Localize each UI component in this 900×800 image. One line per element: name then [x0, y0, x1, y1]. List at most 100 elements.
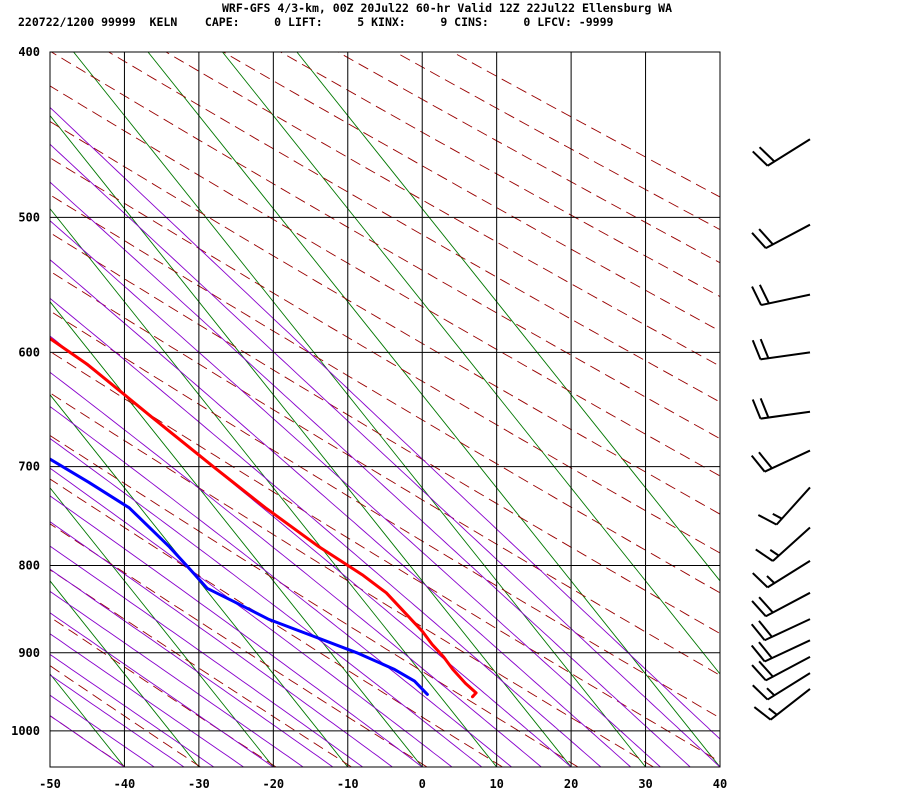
wind-barb-half-feather [772, 512, 783, 520]
moist-adiabat [50, 653, 215, 767]
dry-adiabat [50, 665, 201, 767]
skew-t-chart: 400 500 600 700 800 900 1000 -50 -40 -30 -20 -10 0 10… [11, 45, 727, 791]
skewed-isotherm [50, 487, 274, 767]
wind-barb-feather [751, 232, 767, 249]
wind-barb-feather [755, 548, 774, 562]
plot-frame [49, 51, 721, 768]
moist-adiabat [50, 181, 691, 767]
wind-barb-feather [750, 623, 766, 641]
skewed-isotherm [50, 394, 349, 767]
wind-barb-staff [760, 351, 811, 361]
wind-barb-half-feather [769, 549, 780, 557]
wind-barb-staff [775, 486, 811, 526]
sounding-info-line: 220722/1200 99999 KELN CAPE: 0 LIFT: 5 K… [18, 15, 614, 29]
wind-barb [750, 618, 811, 642]
skewed-isotherm [222, 52, 720, 675]
dry-adiabat [50, 523, 428, 767]
moist-adiabat [50, 545, 363, 767]
temperature-tick-label: -50 [39, 777, 61, 791]
dry-adiabat [337, 52, 720, 264]
skewed-isotherm [50, 207, 498, 767]
wind-barb [755, 526, 811, 562]
dry-adiabat [452, 52, 720, 198]
wind-barb [752, 672, 811, 701]
temperature-tick-label: -30 [188, 777, 210, 791]
wind-barb-staff [767, 138, 811, 167]
moist-adiabat [50, 259, 631, 767]
pressure-tick-label: 1000 [11, 724, 40, 738]
wind-barb-staff [764, 639, 811, 663]
wind-barb-staff [764, 618, 811, 642]
wind-barb [752, 138, 811, 167]
dry-adiabat [223, 52, 720, 332]
wind-barb [751, 223, 811, 250]
wind-barb [750, 639, 811, 663]
dry-adiabat [51, 52, 720, 440]
wind-barb [751, 284, 811, 307]
temperature-tick-label: 30 [638, 777, 652, 791]
dry-adiabat [165, 52, 720, 367]
skewed-isotherm [50, 301, 423, 767]
moist-adiabat [50, 590, 304, 767]
wind-barb-feather [758, 451, 773, 469]
wind-barb-feather [750, 644, 766, 663]
wind-barb-staff [767, 672, 811, 701]
dry-adiabat [50, 392, 654, 767]
dry-adiabat [50, 310, 720, 719]
moist-adiabat [50, 568, 334, 767]
wind-barb [751, 656, 811, 682]
pressure-tick-label: 700 [18, 460, 40, 474]
wind-barb-staff [765, 591, 811, 618]
skewed-isotherm [73, 52, 646, 767]
moist-adiabat [50, 143, 720, 767]
wind-barb [752, 560, 811, 589]
moist-adiabat [50, 437, 483, 767]
dry-adiabat [50, 350, 720, 763]
wind-barb-feather [751, 600, 767, 617]
wind-barb-feather [750, 455, 766, 473]
wind-barb-feather [752, 150, 769, 167]
chart-title: WRF-GFS 4/3-km, 00Z 20Jul22 60-hr Valid … [222, 1, 673, 15]
chart-header: WRF-GFS 4/3-km, 00Z 20Jul22 60-hr Valid … [0, 0, 900, 34]
wind-barb [750, 449, 811, 473]
wind-barb-half-feather [768, 707, 778, 716]
moist-adiabat [50, 674, 185, 767]
wind-barb-feather [757, 514, 778, 526]
dry-adiabat [108, 52, 720, 403]
skewed-isotherm [147, 52, 720, 767]
wind-barb [751, 338, 811, 361]
temperature-profile-line [50, 336, 478, 699]
wind-barb-half-feather [766, 575, 776, 584]
wind-barb-panel [750, 138, 811, 721]
sounding-profiles [50, 336, 478, 699]
wind-barb-staff [765, 223, 811, 250]
wind-barb-feather [752, 684, 769, 701]
dewpoint-profile-line [50, 457, 429, 696]
wind-barb-feather [751, 339, 762, 360]
wind-barb-staff [772, 526, 811, 562]
wind-barb-staff [769, 688, 811, 721]
skewed-isotherm [296, 52, 720, 582]
wind-barb-staff [764, 449, 811, 473]
pressure-tick-label: 800 [18, 559, 40, 573]
wind-barb-staff [760, 293, 811, 307]
wind-barb-feather [758, 284, 770, 304]
pressure-tick-label: 400 [18, 45, 40, 59]
skewed-isotherm [50, 580, 200, 767]
wind-barb-feather [759, 338, 770, 359]
background-reference-lines [50, 52, 720, 767]
wind-barb-feather [753, 706, 772, 721]
moist-adiabat [50, 371, 542, 767]
moist-adiabat [50, 521, 393, 767]
pressure-tick-label: 900 [18, 646, 40, 660]
wind-barb-staff [765, 656, 811, 682]
temperature-tick-label: 10 [489, 777, 503, 791]
wind-barb-feather [751, 399, 762, 420]
wind-barb-feather [758, 620, 773, 638]
pressure-tick-label: 600 [18, 345, 40, 359]
moist-adiabat [50, 467, 453, 767]
wind-barb-feather [752, 572, 769, 589]
wind-barb-feather [758, 641, 773, 659]
dry-adiabat [50, 120, 720, 515]
wind-barb [751, 591, 811, 618]
